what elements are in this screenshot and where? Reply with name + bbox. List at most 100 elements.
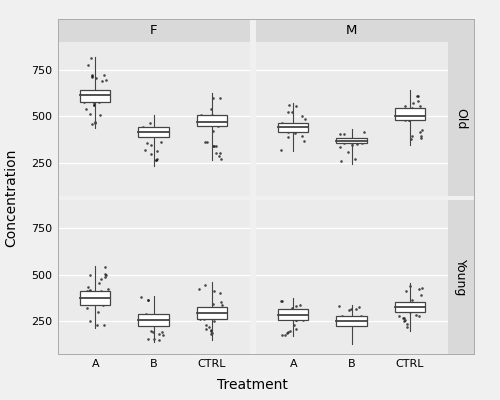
Point [414,92,422,99]
Point [394,306,402,312]
Point [410,303,418,310]
Point [199,308,207,314]
Text: Treatment: Treatment [217,378,288,392]
Point [300,124,308,130]
Point [400,316,408,323]
Point [84,284,92,291]
Point [284,128,292,135]
Point [287,128,295,134]
Point [343,321,351,328]
Point [213,114,221,120]
Point [405,306,413,313]
Point [103,97,111,104]
Point [202,310,209,316]
Point [153,156,161,162]
Point [400,303,407,310]
Point [354,318,362,324]
Point [292,302,300,309]
Point [154,331,162,338]
Point [413,92,421,99]
Point [300,314,308,320]
Point [357,313,365,319]
Point [406,108,414,114]
Point [141,146,149,153]
Point [90,89,98,95]
Point [212,114,220,120]
Point [298,310,306,317]
Point [144,336,152,342]
Point [86,54,94,61]
Point [393,108,401,115]
Point [149,328,157,335]
Point [150,311,158,318]
Point [296,310,304,316]
Point [102,77,110,83]
Point [208,114,216,120]
Point [88,74,96,80]
Point [202,321,210,328]
Point [88,73,96,79]
Point [102,272,110,278]
Point [84,62,92,68]
Point [197,304,205,311]
Text: Concentration: Concentration [4,149,18,247]
Point [351,156,359,162]
Point [90,102,98,108]
Point [96,112,104,118]
Point [84,291,92,298]
Point [338,313,346,320]
Point [284,308,292,314]
Point [147,151,155,157]
Point [84,288,92,294]
Point [206,314,214,321]
Point [216,156,224,162]
Point [417,109,425,115]
Point [290,321,298,328]
Point [146,120,154,126]
Point [84,88,92,94]
Point [98,296,106,302]
Point [348,306,356,312]
Point [103,300,111,306]
Point [162,320,170,326]
Point [291,314,299,320]
Point [291,130,299,136]
Point [197,120,205,126]
Point [292,325,300,332]
Point [200,113,208,120]
Point [213,307,221,314]
Point [337,158,345,164]
Point [144,297,152,303]
Point [209,305,217,311]
Point [86,292,94,299]
Point [400,102,408,109]
Point [403,324,411,330]
Point [216,312,224,318]
Point [219,121,227,127]
Point [416,306,424,312]
Point [102,271,110,278]
Point [213,307,221,313]
Point [209,113,217,119]
Point [152,131,160,137]
Point [155,131,163,138]
Point [345,315,353,322]
Point [400,110,408,117]
Point [201,282,209,288]
Bar [394,108,425,120]
Point [284,134,292,140]
Point [294,126,302,133]
Point [416,304,424,311]
Point [298,113,306,119]
Point [214,119,222,125]
Point [98,292,106,298]
Point [160,318,168,325]
Point [150,127,158,134]
Bar [80,90,110,102]
Point [278,298,286,304]
Point [356,316,364,322]
Point [97,288,105,295]
Point [408,304,416,310]
Point [204,122,212,128]
Point [335,319,343,326]
